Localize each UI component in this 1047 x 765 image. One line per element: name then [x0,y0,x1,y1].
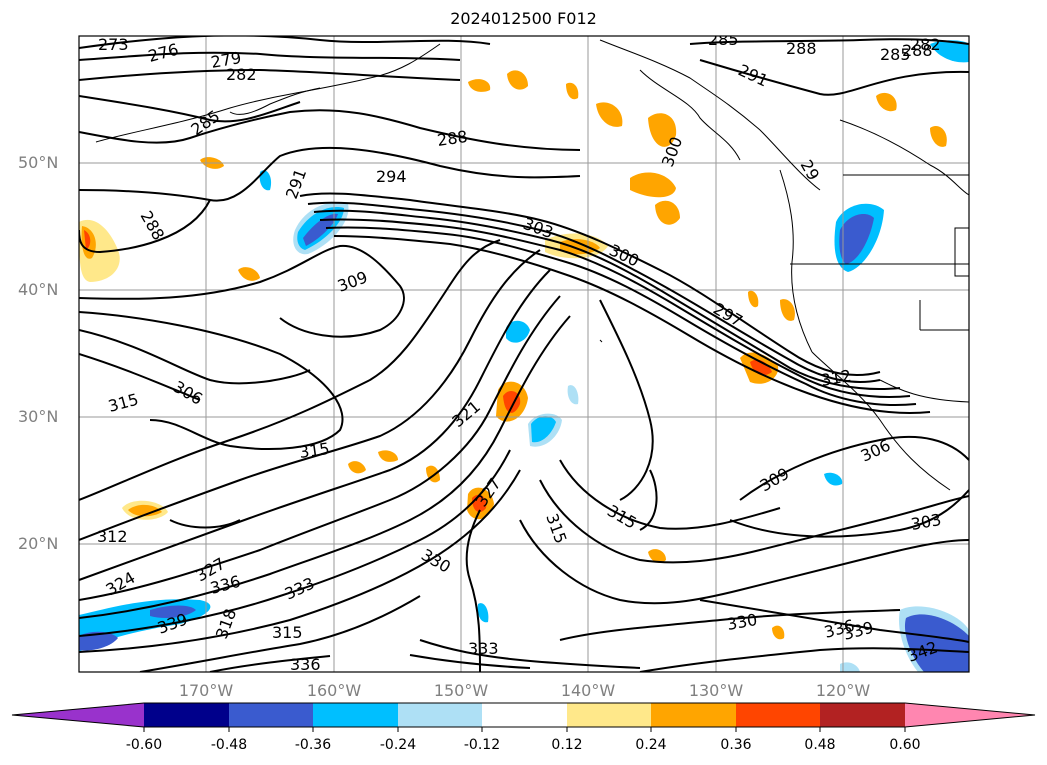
contour-label: 285 [708,30,739,49]
colorbar-tick-label: -0.36 [294,737,332,753]
colorbar-tick-label: 0.12 [551,737,583,753]
lat-label: 40°N [18,280,59,299]
contour-label: 288 [786,39,817,58]
colorbar-bin [736,703,820,727]
colorbar-tick-label: 0.36 [720,737,752,753]
map-frame [78,35,970,673]
contour-label: 273 [98,35,129,54]
lon-label: 150°W [433,681,489,700]
colorbar-tick-label: -0.24 [379,737,417,753]
contour-label: 315 [272,623,303,642]
contour-label: 333 [468,639,499,658]
contour-label: 336 [290,655,321,674]
contour-lines [79,36,969,672]
map-area: 273 276 279 282 285 288 288 285 291 282 … [79,30,969,674]
colorbar-tick-label: 0.48 [804,737,836,753]
colorbar-tick-label: 0.24 [635,737,667,753]
contour-label: 282 [910,35,941,54]
contour-label: 312 [97,527,128,546]
colorbar-tick-label: -0.48 [210,737,248,753]
contour-label: 288 [902,41,933,60]
coastlines [95,39,969,491]
contour-label: 315 [298,439,331,462]
colorbar-bin [144,703,229,727]
colorbar-tick-label: -0.12 [463,737,501,753]
contour-label: 288 [436,127,469,150]
lat-label: 30°N [18,407,59,426]
colorbar [11,702,1036,732]
lon-label: 170°W [178,681,234,700]
colorbar-bin [482,703,567,727]
lat-label: 50°N [18,153,59,172]
plot-title: 2024012500 F012 [450,9,597,28]
colorbar-bin [398,703,482,727]
lon-label: 130°W [688,681,744,700]
lon-label: 160°W [306,681,362,700]
colorbar-bin [820,703,905,727]
colorbar-extend-low [12,703,144,727]
colorbar-bin [229,703,313,727]
colorbar-tick-label: -0.60 [125,737,163,753]
colorbar-bin [313,703,398,727]
colorbar-bin [567,703,651,727]
contour-label: 282 [226,65,257,84]
negative-shading [79,40,969,672]
lat-label: 20°N [18,534,59,553]
colorbar-extend-high [905,703,1035,727]
colorbar-bin [651,703,736,727]
lon-label: 140°W [560,681,616,700]
lon-label: 120°W [815,681,871,700]
contour-label: 285 [880,45,911,64]
contour-label: 294 [376,167,407,186]
colorbar-tick-label: 0.60 [889,737,921,753]
